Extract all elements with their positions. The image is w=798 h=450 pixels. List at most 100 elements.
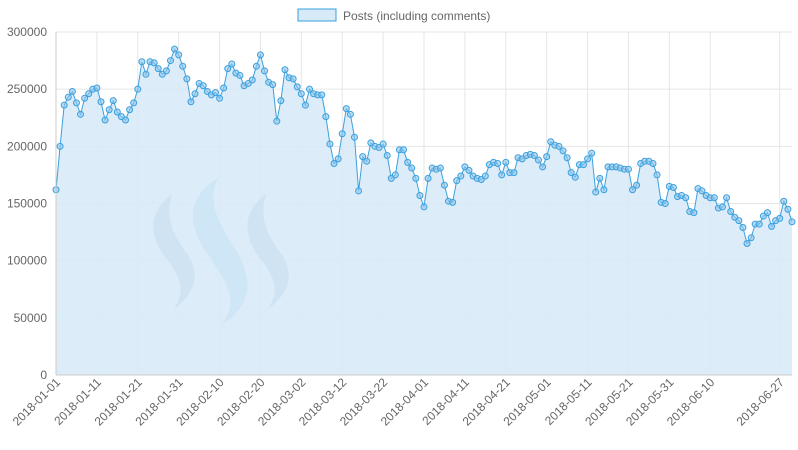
data-point[interactable] [236, 71, 244, 79]
data-point[interactable] [199, 82, 207, 90]
data-point[interactable] [334, 155, 342, 163]
data-point[interactable] [776, 214, 784, 222]
data-point[interactable] [150, 59, 158, 67]
data-point[interactable] [293, 83, 301, 91]
data-point[interactable] [543, 153, 551, 161]
data-point[interactable] [154, 65, 162, 73]
data-point[interactable] [727, 208, 735, 215]
data-point[interactable] [735, 217, 743, 225]
data-point[interactable] [788, 218, 796, 226]
data-point[interactable] [669, 183, 677, 191]
data-point[interactable] [457, 172, 465, 180]
data-point[interactable] [211, 89, 219, 97]
data-point[interactable] [690, 209, 698, 217]
data-point[interactable] [784, 205, 792, 213]
data-point[interactable] [81, 94, 89, 102]
data-point[interactable] [718, 203, 726, 211]
data-point[interactable] [171, 45, 179, 53]
data-point[interactable] [322, 113, 330, 121]
data-point[interactable] [60, 101, 68, 109]
data-point[interactable] [624, 165, 632, 173]
data-point[interactable] [710, 194, 718, 202]
data-point[interactable] [248, 76, 256, 84]
data-point[interactable] [481, 172, 489, 180]
data-point[interactable] [567, 169, 575, 177]
data-point[interactable] [346, 110, 354, 118]
data-point[interactable] [318, 91, 326, 99]
data-point[interactable] [555, 142, 563, 150]
data-point[interactable] [273, 117, 281, 125]
data-point[interactable] [269, 81, 277, 89]
data-point[interactable] [64, 93, 72, 101]
data-point[interactable] [408, 164, 416, 172]
data-point[interactable] [494, 159, 502, 167]
data-point[interactable] [763, 209, 771, 217]
data-point[interactable] [449, 198, 457, 206]
data-point[interactable] [220, 84, 228, 92]
data-point[interactable] [297, 90, 305, 98]
data-point[interactable] [56, 142, 64, 150]
data-point[interactable] [126, 106, 134, 114]
data-point[interactable] [629, 186, 637, 194]
data-point[interactable] [350, 133, 358, 141]
data-point[interactable] [510, 169, 518, 177]
data-point[interactable] [72, 99, 80, 107]
data-point[interactable] [162, 67, 170, 75]
data-point[interactable] [416, 192, 424, 199]
data-point[interactable] [600, 186, 608, 194]
data-point[interactable] [502, 158, 510, 166]
data-point[interactable] [653, 171, 661, 179]
data-point[interactable] [338, 130, 346, 138]
data-point[interactable] [97, 98, 105, 106]
data-point[interactable] [85, 90, 93, 98]
data-point[interactable] [134, 85, 142, 93]
data-point[interactable] [379, 140, 387, 148]
data-point[interactable] [342, 105, 350, 113]
data-point[interactable] [183, 75, 191, 83]
data-point[interactable] [571, 173, 579, 181]
data-point[interactable] [498, 171, 506, 179]
data-point[interactable] [559, 147, 567, 155]
data-point[interactable] [739, 224, 747, 232]
data-point[interactable] [359, 153, 367, 161]
data-point[interactable] [436, 164, 444, 172]
data-point[interactable] [289, 75, 297, 83]
data-point[interactable] [301, 101, 309, 109]
data-point[interactable] [326, 140, 334, 148]
data-point[interactable] [187, 98, 195, 106]
data-point[interactable] [412, 174, 420, 182]
data-point[interactable] [723, 194, 731, 202]
data-point[interactable] [355, 187, 363, 195]
data-point[interactable] [130, 99, 138, 107]
data-point[interactable] [228, 60, 236, 68]
data-point[interactable] [661, 200, 669, 207]
data-point[interactable] [166, 57, 174, 65]
data-point[interactable] [93, 84, 101, 92]
data-point[interactable] [68, 87, 76, 95]
data-point[interactable] [101, 116, 109, 124]
data-point[interactable] [698, 187, 706, 195]
data-point[interactable] [383, 151, 391, 159]
data-point[interactable] [224, 65, 232, 73]
data-point[interactable] [596, 174, 604, 182]
data-point[interactable] [682, 194, 690, 202]
data-point[interactable] [105, 106, 113, 114]
data-point[interactable] [465, 166, 473, 174]
data-point[interactable] [179, 62, 187, 70]
legend[interactable]: Posts (including comments) [297, 8, 490, 23]
data-point[interactable] [330, 159, 338, 167]
data-point[interactable] [109, 97, 117, 105]
data-point[interactable] [391, 171, 399, 179]
data-point[interactable] [743, 240, 751, 248]
data-point[interactable] [363, 157, 371, 165]
data-point[interactable] [175, 51, 183, 59]
data-point[interactable] [420, 203, 428, 211]
data-point[interactable] [277, 97, 285, 105]
data-point[interactable] [424, 174, 432, 182]
data-point[interactable] [633, 181, 641, 189]
data-point[interactable] [404, 158, 412, 166]
data-point[interactable] [138, 58, 146, 66]
data-point[interactable] [216, 94, 224, 102]
data-point[interactable] [122, 116, 130, 124]
data-point[interactable] [530, 151, 538, 159]
